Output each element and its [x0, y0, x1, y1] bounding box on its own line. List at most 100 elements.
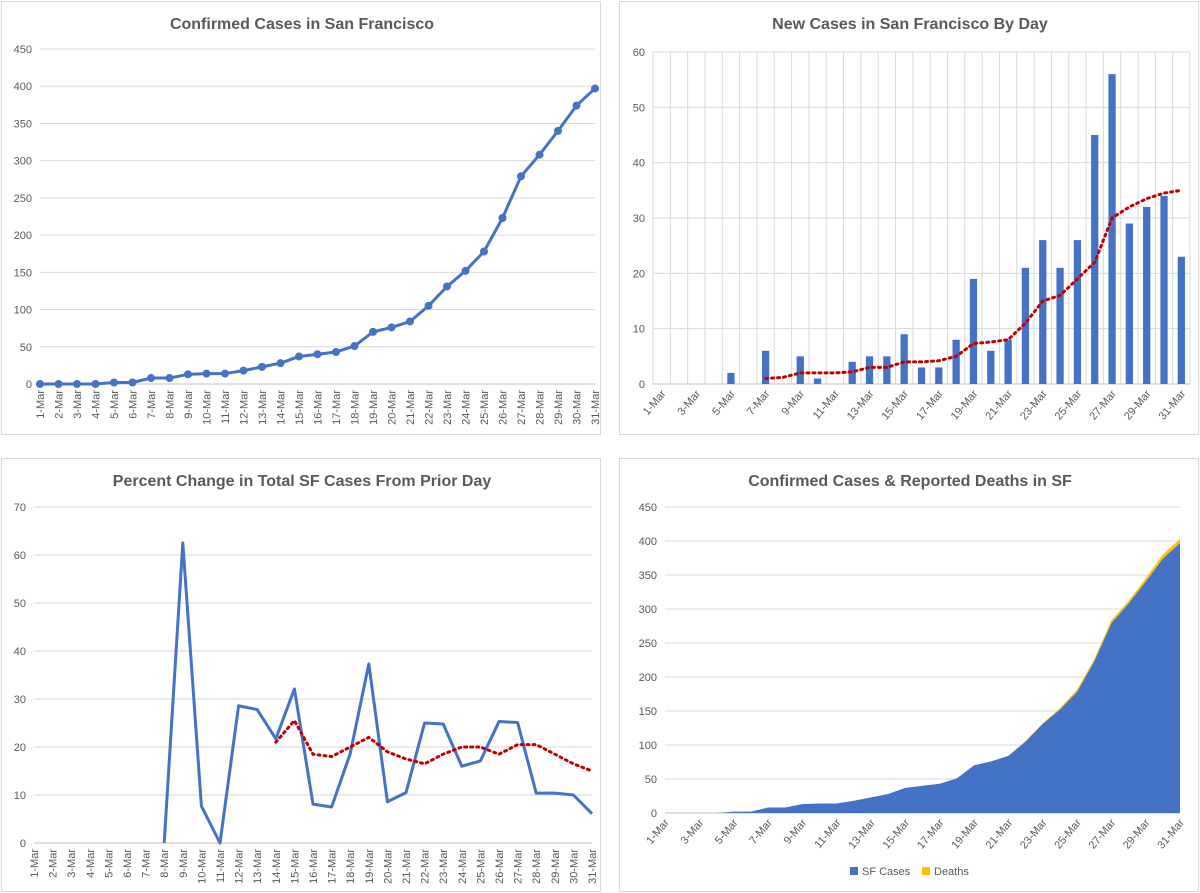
- data-point: [313, 350, 322, 359]
- bar: [1091, 135, 1099, 384]
- data-point: [517, 172, 525, 181]
- x-tick-label: 19-Mar: [364, 849, 376, 884]
- x-tick-label: 26-Mar: [494, 849, 506, 884]
- x-tick-label: 13-Mar: [846, 817, 878, 852]
- x-tick-label: 21-Mar: [401, 849, 413, 884]
- y-tick-label: 50: [633, 102, 645, 114]
- x-tick-label: 24-Mar: [457, 849, 469, 884]
- x-tick-label: 20-Mar: [382, 849, 394, 884]
- x-tick-label: 29-Mar: [553, 390, 565, 425]
- x-tick-label: 29-Mar: [1121, 817, 1153, 852]
- x-tick-label: 7-Mar: [141, 849, 153, 878]
- data-point: [406, 317, 414, 326]
- y-tick-label: 150: [639, 706, 657, 718]
- x-tick-label: 25-Mar: [1053, 388, 1085, 423]
- c4-svg: Confirmed Cases & Reported Deaths in SF 0…: [639, 473, 1187, 878]
- bar: [796, 356, 804, 384]
- bar: [1177, 256, 1185, 384]
- x-tick-label: 21-Mar: [983, 388, 1015, 423]
- x-tick-label: 21-Mar: [984, 817, 1016, 852]
- data-point: [54, 380, 63, 388]
- x-tick-label: 5-Mar: [713, 817, 741, 847]
- x-tick-label: 4-Mar: [91, 390, 103, 419]
- bar: [969, 278, 978, 384]
- x-tick-label: 23-Mar: [1018, 388, 1050, 423]
- x-tick-label: 11-Mar: [811, 388, 842, 422]
- legend-swatch: [850, 867, 858, 875]
- x-tick-label: 1-Mar: [644, 817, 672, 847]
- bar: [1108, 74, 1116, 384]
- x-tick-label: 27-Mar: [1087, 388, 1119, 423]
- x-tick-label: 27-Mar: [516, 390, 528, 425]
- bar: [1143, 206, 1151, 384]
- y-tick-label: 60: [14, 550, 26, 562]
- x-tick-label: 9-Mar: [779, 388, 807, 418]
- x-tick-label: 12-Mar: [234, 849, 246, 884]
- series-line: [40, 87, 597, 386]
- data-point: [369, 327, 377, 336]
- bar: [1004, 339, 1012, 384]
- x-tick-label: 6-Mar: [128, 390, 140, 419]
- y-tick-label: 30: [14, 694, 26, 706]
- x-tick-label: 5-Mar: [710, 388, 738, 418]
- data-point: [332, 347, 340, 356]
- x-tick-label: 17-Mar: [914, 388, 946, 423]
- data-point: [387, 323, 396, 332]
- data-point: [202, 369, 211, 378]
- y-tick-label: 30: [633, 213, 645, 225]
- y-tick-label: 0: [639, 379, 645, 391]
- c1-svg: Confirmed Cases in San Francisco 0 50 100 15…: [14, 16, 602, 425]
- y-tick-label: 0: [651, 808, 657, 820]
- x-tick-label: 5-Mar: [109, 390, 121, 419]
- x-tick-label: 10-Mar: [196, 849, 208, 884]
- x-tick-label: 31-Mar: [1155, 817, 1187, 852]
- data-point: [128, 378, 137, 387]
- data-point: [461, 266, 470, 275]
- legend-label: Deaths: [934, 866, 969, 878]
- y-tick-label: 150: [14, 267, 32, 279]
- bar: [1021, 267, 1030, 384]
- chart-panel-new-cases: New Cases in San Francisco By Day 0 10 20 30…: [619, 1, 1199, 435]
- bar: [1073, 240, 1082, 384]
- data-point: [591, 84, 599, 93]
- y-tick-label: 400: [14, 81, 32, 93]
- bar: [883, 356, 891, 384]
- x-tick-label: 16-Mar: [308, 849, 320, 884]
- x-tick-label: 18-Mar: [345, 849, 357, 884]
- x-tick-label: 6-Mar: [122, 849, 134, 878]
- data-point: [572, 101, 581, 110]
- data-point: [91, 380, 100, 388]
- bar: [1039, 240, 1047, 384]
- y-tick-label: 40: [633, 158, 645, 170]
- bar: [1056, 267, 1064, 384]
- x-tick-label: 7-Mar: [747, 817, 775, 847]
- x-tick-label: 11-Mar: [812, 817, 843, 851]
- x-tick-label: 14-Mar: [276, 390, 288, 425]
- x-tick-label: 15-Mar: [294, 390, 306, 425]
- chart-title: Percent Change in Total SF Cases From Pr…: [113, 473, 492, 490]
- chart-panel-cases-deaths: Confirmed Cases & Reported Deaths in SF 0…: [619, 458, 1199, 892]
- x-tick-label: 11-Mar: [215, 849, 227, 883]
- data-point: [110, 378, 118, 387]
- x-tick-label: 19-Mar: [949, 388, 981, 423]
- x-tick-label: 12-Mar: [239, 390, 251, 425]
- y-tick-label: 350: [14, 118, 32, 130]
- y-tick-label: 0: [26, 379, 32, 391]
- y-tick-label: 400: [639, 536, 657, 548]
- y-tick-label: 50: [20, 342, 32, 354]
- bar: [917, 367, 926, 384]
- x-tick-label: 25-Mar: [475, 849, 487, 884]
- legend-swatch: [922, 867, 930, 875]
- y-tick-label: 300: [639, 604, 657, 616]
- x-tick-label: 21-Mar: [405, 390, 417, 425]
- x-tick-label: 7-Mar: [146, 390, 158, 419]
- bar: [761, 350, 770, 384]
- y-tick-label: 20: [14, 742, 26, 754]
- x-tick-label: 15-Mar: [881, 817, 913, 852]
- bar: [727, 372, 735, 384]
- x-tick-label: 9-Mar: [178, 849, 190, 878]
- y-tick-label: 10: [633, 324, 645, 336]
- data-point: [424, 301, 433, 310]
- x-tick-label: 9-Mar: [782, 817, 810, 847]
- x-tick-label: 8-Mar: [165, 390, 177, 419]
